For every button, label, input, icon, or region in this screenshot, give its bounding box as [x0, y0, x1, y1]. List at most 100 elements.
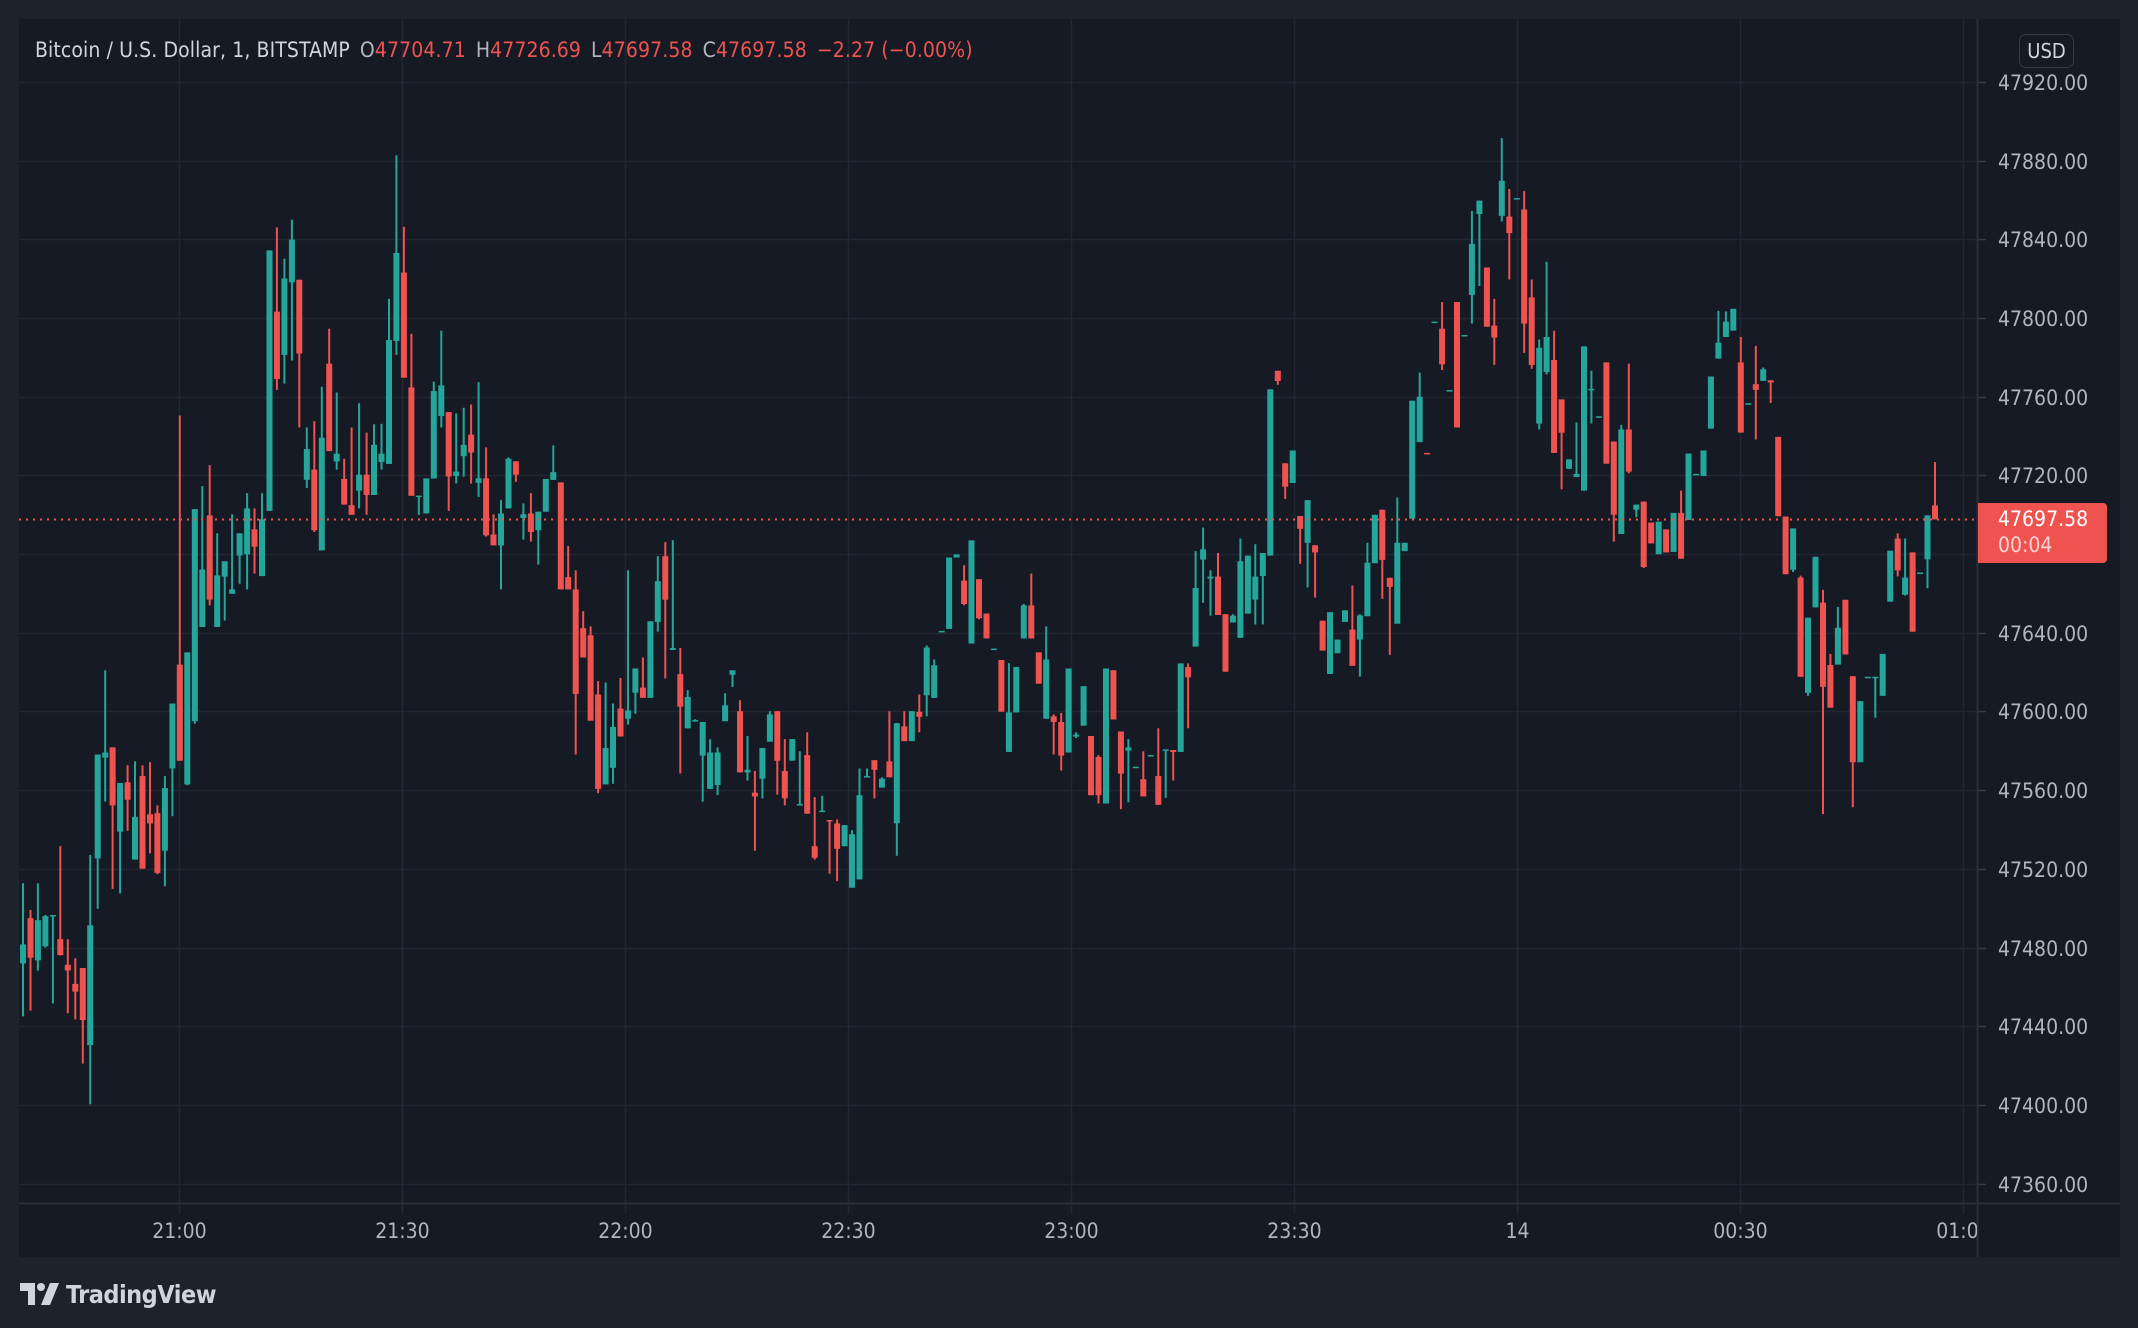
candle	[520, 503, 527, 540]
candle	[819, 795, 826, 813]
candle-wick	[440, 330, 443, 428]
candle-body	[1297, 516, 1304, 529]
candle	[1842, 599, 1849, 655]
candle	[423, 478, 430, 514]
candle-body	[221, 561, 228, 577]
symbol-title[interactable]: Bitcoin / U.S. Dollar, 1, BITSTAMP	[35, 38, 350, 62]
candle-body	[1513, 198, 1520, 200]
tradingview-logo[interactable]: TradingView	[20, 1278, 217, 1310]
candle	[602, 682, 609, 785]
candle	[318, 386, 325, 551]
candle	[550, 445, 557, 480]
candle	[27, 909, 34, 1011]
candle-body	[1603, 362, 1610, 464]
candle	[1887, 550, 1894, 602]
candle	[87, 855, 94, 1105]
candle-body	[856, 795, 863, 880]
candle-wick	[275, 227, 278, 390]
candle-body	[1595, 416, 1602, 418]
candle	[1812, 556, 1819, 608]
candle	[378, 423, 385, 470]
candle	[169, 703, 176, 817]
candle	[1790, 528, 1797, 573]
candle	[206, 465, 213, 606]
candle	[117, 783, 124, 894]
candle-body	[1521, 209, 1528, 324]
candle-body	[266, 250, 273, 511]
candle-body	[154, 813, 161, 873]
candle-body	[1207, 576, 1214, 579]
candle-body	[1737, 362, 1744, 433]
candle-body	[1147, 755, 1154, 757]
candle	[176, 415, 183, 761]
candle	[983, 613, 990, 639]
candle-wick	[51, 915, 54, 1004]
candle-body	[826, 820, 833, 822]
time-axis[interactable]: 21:00 21:30 22:00 22:30 23:00 23:30 14 00:30 01:…	[0, 0, 1977, 1257]
candle-body	[878, 778, 885, 788]
candle	[722, 693, 729, 722]
candle-body	[1132, 766, 1139, 769]
candle	[856, 768, 863, 880]
candle-body	[1805, 617, 1811, 693]
chart-panel[interactable]	[19, 19, 2120, 1257]
candle-body	[1244, 555, 1251, 614]
candle-body	[87, 925, 94, 1046]
candle-body	[916, 711, 923, 717]
currency-button[interactable]: USD	[2019, 34, 2074, 68]
candle	[1834, 606, 1841, 665]
candle	[1073, 732, 1080, 738]
candle-body	[647, 621, 654, 698]
candle-body	[796, 804, 803, 806]
candle	[251, 508, 258, 574]
candle	[49, 915, 56, 1004]
low-label: L	[591, 38, 602, 62]
candle	[1439, 302, 1446, 371]
candle-body	[1200, 549, 1207, 560]
candle-body	[1088, 736, 1094, 796]
candle	[811, 797, 818, 860]
candle	[1551, 330, 1558, 453]
candle-body	[251, 529, 258, 547]
candle	[1454, 302, 1460, 428]
candle-body	[1461, 335, 1468, 337]
candle	[1902, 538, 1909, 596]
candle-body	[901, 726, 908, 742]
change-value: −2.27 (−0.00%)	[816, 38, 973, 62]
candle-body	[498, 513, 504, 546]
candle	[1356, 614, 1363, 677]
candle-body	[542, 479, 549, 512]
candle	[1603, 362, 1610, 464]
grid	[19, 19, 1986, 1214]
candle-body	[729, 670, 736, 675]
candle	[132, 761, 138, 860]
candle	[371, 424, 377, 495]
candle-body	[662, 556, 669, 600]
candle-body	[1551, 360, 1558, 453]
candle	[1827, 653, 1834, 708]
candle	[311, 421, 318, 532]
time-tick-label: 14	[1505, 1219, 1530, 1243]
candle-body	[468, 434, 475, 453]
candle-wick	[731, 670, 734, 687]
candle-body	[1730, 308, 1737, 331]
candle	[647, 621, 654, 698]
candle	[1117, 731, 1124, 810]
candle	[438, 330, 445, 428]
candle	[931, 659, 938, 698]
candle	[1573, 422, 1580, 478]
candle-body	[1342, 610, 1348, 622]
candle	[1140, 751, 1147, 797]
candle	[1319, 620, 1326, 651]
candle-body	[1177, 663, 1184, 752]
candle	[1595, 416, 1602, 418]
candle	[64, 939, 71, 1014]
candle	[1700, 450, 1707, 476]
candle-body	[333, 453, 340, 462]
candle	[42, 915, 49, 948]
candle-body	[632, 668, 639, 693]
candle-body	[871, 760, 878, 770]
candle-body	[1237, 561, 1244, 638]
candle-body	[94, 754, 101, 859]
